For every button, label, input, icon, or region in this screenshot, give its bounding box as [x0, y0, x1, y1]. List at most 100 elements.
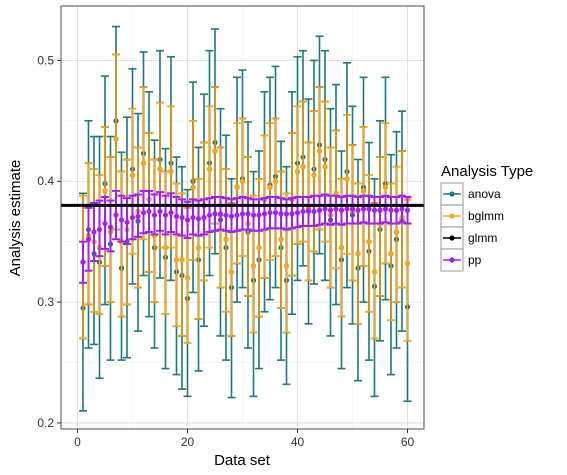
pp-point — [344, 206, 350, 212]
bglmm-point — [250, 263, 257, 269]
bglmm-point — [206, 166, 213, 172]
pp-point — [96, 226, 103, 233]
bglmm-point — [113, 136, 119, 142]
y-axis: 0.2 0.3 0.4 0.5 — [37, 53, 61, 430]
bglmm-point — [223, 236, 229, 242]
pp-point — [146, 208, 152, 215]
bglmm-point — [239, 178, 246, 184]
x-tick-label: 60 — [401, 435, 415, 449]
pp-point — [300, 208, 306, 215]
bglmm-point — [267, 184, 273, 190]
pp-point — [239, 211, 246, 217]
legend-label: glmm — [468, 231, 497, 245]
pp-point — [366, 206, 372, 212]
bglmm-point — [333, 190, 339, 196]
bglmm-point — [179, 257, 185, 263]
bglmm-point — [256, 245, 262, 251]
pp-point — [349, 206, 356, 212]
bglmm-point — [190, 184, 196, 190]
bglmm-point — [140, 160, 147, 166]
bglmm-point — [184, 275, 191, 281]
legend-label: pp — [468, 253, 482, 267]
pp-point — [157, 208, 163, 215]
bglmm-point — [300, 164, 306, 170]
x-tick-label: 0 — [74, 435, 81, 449]
bglmm-point — [344, 176, 350, 182]
pp-point — [289, 211, 295, 217]
pp-point — [333, 206, 339, 212]
pp-point — [206, 212, 213, 218]
bglmm-point — [311, 172, 317, 178]
pp-point — [234, 212, 240, 218]
legend-key-point — [449, 213, 455, 219]
pp-point — [151, 212, 158, 218]
legend-item-glmm: glmm — [440, 226, 497, 250]
legend-item-anova: anova — [440, 182, 501, 206]
pp-point — [85, 236, 92, 242]
y-tick-label: 0.2 — [37, 416, 54, 430]
pp-point — [327, 207, 334, 213]
pp-point — [322, 206, 328, 212]
pp-point — [168, 210, 174, 216]
pp-point — [399, 206, 405, 212]
bglmm-point — [316, 148, 323, 154]
legend-label: bglmm — [468, 209, 504, 223]
pp-point — [311, 208, 317, 215]
legend-key-point — [449, 235, 455, 241]
bglmm-point — [129, 172, 136, 178]
pp-point — [135, 213, 141, 219]
bglmm-point — [283, 263, 290, 269]
pp-point — [91, 229, 97, 235]
pp-point — [305, 208, 312, 215]
bglmm-point — [272, 178, 279, 184]
pp-point — [355, 207, 361, 213]
pp-point — [124, 219, 130, 225]
pp-point — [338, 207, 345, 213]
x-tick-label: 40 — [291, 435, 305, 449]
pp-point — [113, 212, 119, 218]
legend-item-bglmm: bglmm — [440, 204, 504, 228]
series-pp — [79, 189, 412, 284]
pp-point — [261, 211, 268, 217]
pp-point — [272, 210, 279, 216]
legend-title: Analysis Type — [441, 163, 533, 180]
pp-point — [184, 217, 191, 223]
x-axis-title: Data set — [214, 452, 271, 469]
pp-point — [223, 212, 229, 218]
pp-point — [118, 217, 125, 223]
pp-point — [190, 214, 196, 221]
bglmm-point — [102, 188, 108, 194]
pp-point — [217, 211, 224, 217]
x-axis: 0 20 40 60 — [74, 429, 414, 449]
pp-point — [393, 207, 400, 213]
bglmm-point — [382, 184, 389, 190]
y-axis-title: Analysis estimate — [7, 160, 24, 277]
pp-point — [256, 212, 262, 218]
pp-point — [283, 211, 290, 217]
bglmm-point — [388, 251, 394, 257]
pp-point — [382, 206, 389, 212]
bglmm-point — [338, 245, 345, 251]
y-tick-label: 0.5 — [37, 53, 54, 67]
pp-point — [212, 211, 218, 217]
pp-point — [107, 224, 114, 230]
bglmm-point — [157, 166, 163, 172]
pp-point — [388, 207, 394, 213]
legend-item-pp: pp — [440, 248, 482, 272]
pp-point — [404, 207, 411, 213]
legend: Analysis Type anova bglmm glmm pp — [440, 163, 533, 272]
legend-key-point — [449, 191, 455, 197]
pp-point — [179, 214, 185, 221]
pp-point — [371, 207, 378, 213]
bglmm-point — [360, 188, 367, 194]
bglmm-point — [234, 184, 240, 190]
bglmm-point — [228, 269, 235, 275]
pp-point — [195, 216, 202, 222]
bglmm-point — [168, 168, 174, 175]
y-tick-label: 0.3 — [37, 295, 54, 309]
bglmm-point — [371, 269, 378, 275]
pp-point — [228, 213, 235, 219]
pp-point — [245, 211, 251, 217]
pp-point — [129, 214, 136, 221]
